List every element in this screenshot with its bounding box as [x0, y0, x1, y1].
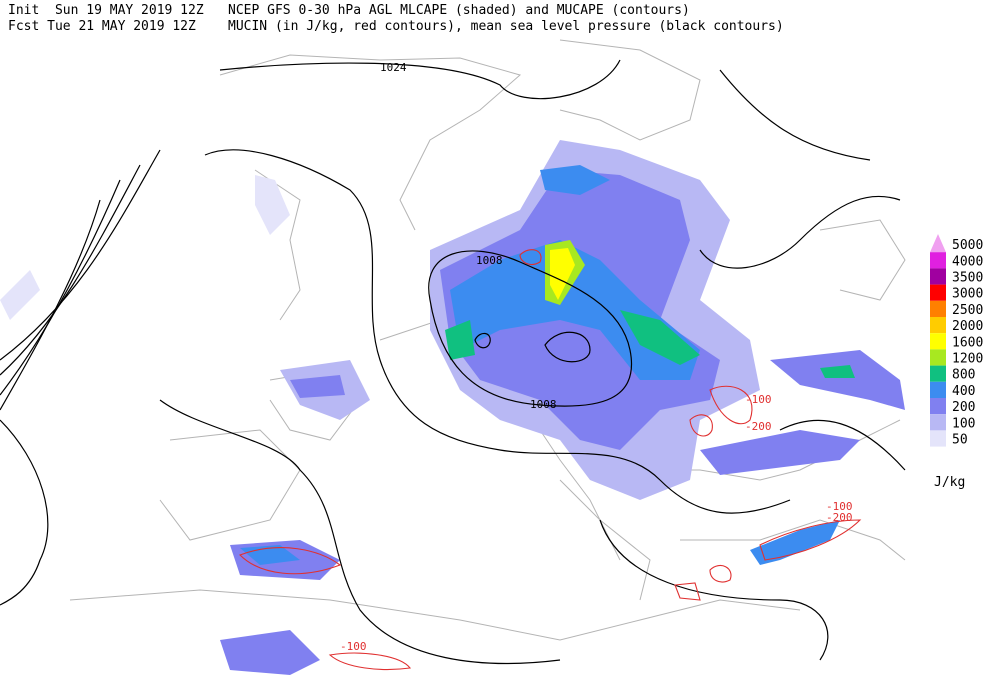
fcst-date: Fcst Tue 21 MAY 2019 12Z	[8, 19, 196, 34]
mucin-label: -100	[826, 500, 853, 513]
legend-label: 800	[952, 368, 975, 383]
legend-unit: J/kg	[934, 475, 965, 490]
cape-area	[220, 630, 320, 675]
legend-label: 2500	[952, 303, 983, 318]
legend-swatch	[930, 317, 946, 334]
legend-label: 100	[952, 416, 975, 431]
legend-label: 3500	[952, 271, 983, 286]
cape-area	[255, 175, 290, 235]
isobar-label: 1008	[530, 398, 557, 411]
init-date: Init Sun 19 MAY 2019 12Z	[8, 3, 204, 18]
legend-swatch	[930, 268, 946, 285]
cape-area	[290, 375, 345, 398]
cape-area	[0, 270, 40, 320]
mucin-contours	[239, 249, 862, 670]
legend-swatch	[930, 333, 946, 350]
legend-swatch	[930, 300, 946, 317]
legend-swatch	[930, 284, 946, 301]
mucin-label: -200	[826, 511, 853, 524]
cape-area	[445, 320, 475, 360]
legend-swatch	[930, 430, 946, 447]
cape-area	[770, 350, 905, 410]
isobars	[0, 59, 906, 665]
legend-swatch	[930, 234, 946, 253]
header-line1: NCEP GFS 0-30 hPa AGL MLCAPE (shaded) an…	[228, 3, 690, 18]
cape-area	[820, 365, 855, 378]
legend-swatch	[930, 414, 946, 431]
legend-label: 400	[952, 384, 975, 399]
cape-area	[620, 310, 700, 365]
legend-swatch	[930, 398, 946, 415]
legend-label: 2000	[952, 319, 983, 334]
cape-area	[450, 240, 700, 380]
legend-label: 4000	[952, 254, 983, 269]
legend-label: 5000	[952, 238, 983, 253]
legend-label: 200	[952, 400, 975, 415]
mucin-label: -200	[745, 420, 772, 433]
mucin-label: -100	[745, 393, 772, 406]
contour-labels: 1024 1008 1008 -100 -200 -100 -200 -100	[340, 61, 853, 653]
legend-label: 3000	[952, 287, 983, 302]
cape-shading	[0, 140, 905, 675]
legend-label: 50	[952, 433, 968, 448]
legend-label: 1600	[952, 335, 983, 350]
isobar-label: 1008	[476, 254, 503, 267]
header-line2: MUCIN (in J/kg, red contours), mean sea …	[228, 19, 784, 34]
cape-area	[550, 248, 575, 300]
legend-swatch	[930, 381, 946, 398]
mucin-label: -100	[340, 640, 367, 653]
cape-area	[750, 520, 840, 565]
isobar-label: 1024	[380, 61, 407, 74]
legend-swatch	[930, 252, 946, 269]
legend-label: 1200	[952, 352, 983, 367]
cape-area	[700, 430, 860, 475]
legend-swatch	[930, 349, 946, 366]
cape-area	[540, 165, 610, 195]
legend-swatch	[930, 365, 946, 382]
